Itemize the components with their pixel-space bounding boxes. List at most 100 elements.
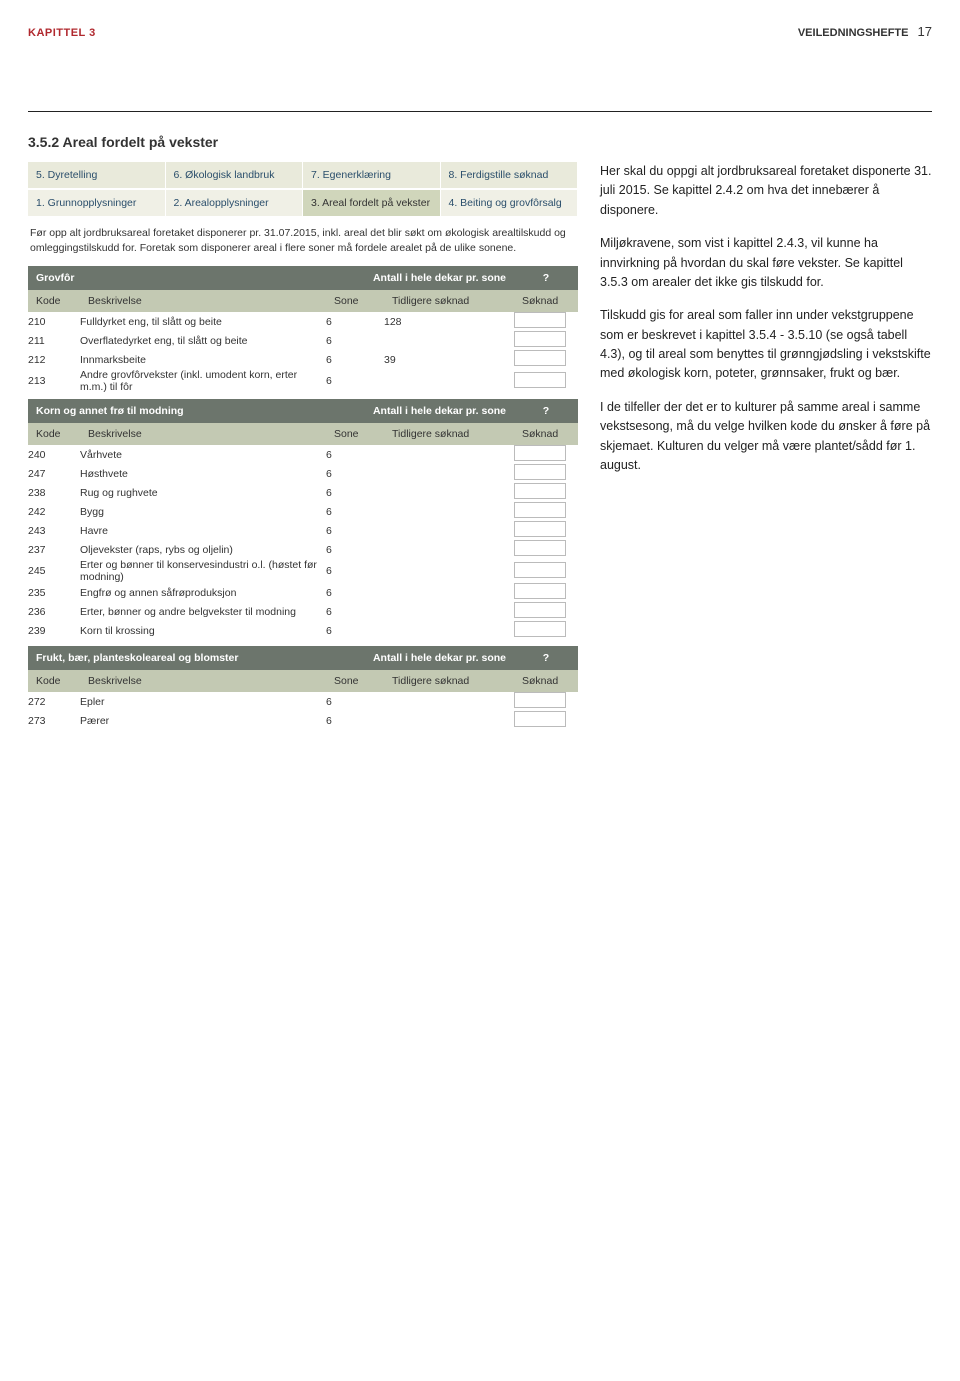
cell-sone: 6 xyxy=(326,445,384,464)
tabs-row-secondary: 1. Grunnopplysninger 2. Arealopplysninge… xyxy=(28,190,578,216)
soknad-input[interactable] xyxy=(514,464,566,480)
soknad-input[interactable] xyxy=(514,331,566,347)
booklet-label: VEILEDNINGSHEFTE 17 xyxy=(798,24,932,39)
cell-kode: 212 xyxy=(28,350,80,369)
cell-tidligere xyxy=(384,602,514,621)
table-row: 236Erter, bønner og andre belgvekster ti… xyxy=(28,602,578,621)
cell-kode: 237 xyxy=(28,540,80,559)
cell-soknad xyxy=(514,445,578,464)
cell-tidligere xyxy=(384,331,514,350)
cell-soknad xyxy=(514,331,578,350)
tab-ferdigstille[interactable]: 8. Ferdigstille søknad xyxy=(441,162,579,188)
cell-sone: 6 xyxy=(326,583,384,602)
cell-soknad xyxy=(514,483,578,502)
soknad-input[interactable] xyxy=(514,372,566,388)
cell-tidligere xyxy=(384,483,514,502)
col-tidligere: Tidligere søknad xyxy=(384,290,514,312)
section-title: 3.5.2 Areal fordelt på vekster xyxy=(28,134,932,150)
data-table: Korn og annet frø til modningAntall i he… xyxy=(28,399,578,640)
cell-beskrivelse: Erter og bønner til konservesindustri o.… xyxy=(80,559,326,583)
cell-beskrivelse: Havre xyxy=(80,521,326,540)
tab-beiting[interactable]: 4. Beiting og grovfôrsalg xyxy=(441,190,579,216)
page-number: 17 xyxy=(918,24,932,39)
group-title: Korn og annet frø til modning xyxy=(28,399,326,423)
cell-beskrivelse: Bygg xyxy=(80,502,326,521)
cell-kode: 242 xyxy=(28,502,80,521)
cell-sone: 6 xyxy=(326,464,384,483)
group-header: GrovfôrAntall i hele dekar pr. sone? xyxy=(28,266,578,290)
tab-dyretelling[interactable]: 5. Dyretelling xyxy=(28,162,166,188)
cell-tidligere xyxy=(384,583,514,602)
cell-soknad xyxy=(514,583,578,602)
soknad-input[interactable] xyxy=(514,312,566,328)
cell-kode: 240 xyxy=(28,445,80,464)
cell-beskrivelse: Oljevekster (raps, rybs og oljelin) xyxy=(80,540,326,559)
tab-okologisk[interactable]: 6. Økologisk landbruk xyxy=(166,162,304,188)
cell-kode: 213 xyxy=(28,369,80,393)
cell-tidligere xyxy=(384,464,514,483)
form-screenshot: 5. Dyretelling 6. Økologisk landbruk 7. … xyxy=(28,162,578,736)
cell-sone: 6 xyxy=(326,369,384,393)
soknad-input[interactable] xyxy=(514,540,566,556)
side-paragraph-4: I de tilfeller der det er to kulturer på… xyxy=(600,398,932,476)
cell-sone: 6 xyxy=(326,559,384,583)
cell-sone: 6 xyxy=(326,540,384,559)
cell-kode: 247 xyxy=(28,464,80,483)
tab-areal-fordelt[interactable]: 3. Areal fordelt på vekster xyxy=(303,190,441,216)
tab-arealopplysninger[interactable]: 2. Arealopplysninger xyxy=(166,190,304,216)
col-sone: Sone xyxy=(326,670,384,692)
soknad-input[interactable] xyxy=(514,692,566,708)
cell-tidligere xyxy=(384,502,514,521)
help-icon[interactable]: ? xyxy=(514,266,578,290)
cell-sone: 6 xyxy=(326,602,384,621)
cell-soknad xyxy=(514,369,578,393)
cell-sone: 6 xyxy=(326,483,384,502)
group-title: Frukt, bær, planteskoleareal og blomster xyxy=(28,646,326,670)
soknad-input[interactable] xyxy=(514,483,566,499)
soknad-input[interactable] xyxy=(514,445,566,461)
table-row: 247Høsthvete6 xyxy=(28,464,578,483)
group-right-label: Antall i hele dekar pr. sone xyxy=(326,266,514,290)
soknad-input[interactable] xyxy=(514,350,566,366)
col-kode: Kode xyxy=(28,670,80,692)
tab-grunnopplysninger[interactable]: 1. Grunnopplysninger xyxy=(28,190,166,216)
soknad-input[interactable] xyxy=(514,602,566,618)
tab-egenerklaring[interactable]: 7. Egenerklæring xyxy=(303,162,441,188)
cell-tidligere xyxy=(384,369,514,393)
soknad-input[interactable] xyxy=(514,711,566,727)
column-header: KodeBeskrivelseSoneTidligere søknadSøkna… xyxy=(28,423,578,445)
cell-beskrivelse: Epler xyxy=(80,692,326,711)
group-right-label: Antall i hele dekar pr. sone xyxy=(326,646,514,670)
cell-tidligere: 128 xyxy=(384,312,514,331)
cell-tidligere xyxy=(384,692,514,711)
help-icon[interactable]: ? xyxy=(514,646,578,670)
cell-beskrivelse: Overflatedyrket eng, til slått og beite xyxy=(80,331,326,350)
table-row: 239Korn til krossing6 xyxy=(28,621,578,640)
cell-tidligere: 39 xyxy=(384,350,514,369)
soknad-input[interactable] xyxy=(514,502,566,518)
col-kode: Kode xyxy=(28,423,80,445)
table-row: 245Erter og bønner til konservesindustri… xyxy=(28,559,578,583)
side-paragraph-1: Her skal du oppgi alt jordbruksareal for… xyxy=(600,162,932,220)
cell-beskrivelse: Pærer xyxy=(80,711,326,730)
col-beskrivelse: Beskrivelse xyxy=(80,423,326,445)
soknad-input[interactable] xyxy=(514,562,566,578)
cell-soknad xyxy=(514,602,578,621)
help-icon[interactable]: ? xyxy=(514,399,578,423)
soknad-input[interactable] xyxy=(514,621,566,637)
cell-beskrivelse: Korn til krossing xyxy=(80,621,326,640)
soknad-input[interactable] xyxy=(514,583,566,599)
page-header: KAPITTEL 3 VEILEDNINGSHEFTE 17 xyxy=(28,24,932,39)
table-row: 243Havre6 xyxy=(28,521,578,540)
soknad-input[interactable] xyxy=(514,521,566,537)
form-instructions: Før opp alt jordbruksareal foretaket dis… xyxy=(28,218,578,266)
cell-soknad xyxy=(514,312,578,331)
table-row: 211Overflatedyrket eng, til slått og bei… xyxy=(28,331,578,350)
column-header: KodeBeskrivelseSoneTidligere søknadSøkna… xyxy=(28,290,578,312)
col-beskrivelse: Beskrivelse xyxy=(80,290,326,312)
col-tidligere: Tidligere søknad xyxy=(384,423,514,445)
cell-tidligere xyxy=(384,540,514,559)
cell-kode: 245 xyxy=(28,559,80,583)
cell-sone: 6 xyxy=(326,312,384,331)
cell-kode: 210 xyxy=(28,312,80,331)
